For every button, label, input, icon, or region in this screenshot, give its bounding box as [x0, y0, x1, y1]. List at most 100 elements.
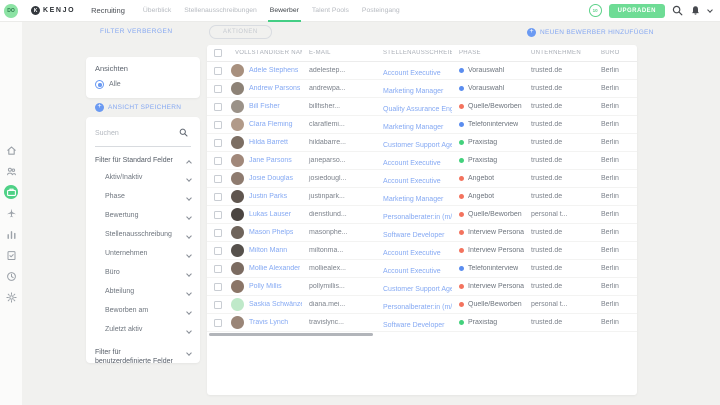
job-posting-link[interactable]: Account Executive — [383, 69, 441, 77]
job-posting-link[interactable]: Quality Assurance Engin... — [383, 105, 452, 113]
horizontal-scrollbar[interactable] — [209, 333, 373, 336]
actions-button[interactable]: AKTIONEN — [209, 25, 272, 39]
candidate-name-link[interactable]: Jane Parsons — [249, 157, 292, 164]
row-checkbox[interactable] — [213, 192, 222, 201]
candidate-name-link[interactable]: Hilda Barrett — [249, 139, 288, 146]
filter-item[interactable]: Phase — [95, 187, 192, 206]
table-header-row: VOLLSTÄNDIGER NAME E-MAIL STELLENAUSSCHR… — [207, 45, 637, 62]
candidate-name-link[interactable]: Justin Parks — [249, 193, 288, 200]
user-avatar[interactable]: DO — [4, 3, 18, 18]
candidate-name-link[interactable]: Mollie Alexander — [249, 265, 301, 272]
filter-item[interactable]: Abteilung — [95, 282, 192, 301]
row-checkbox[interactable] — [213, 228, 222, 237]
job-posting-link[interactable]: Account Executive — [383, 267, 441, 275]
candidate-name-link[interactable]: Andrew Parsons — [249, 85, 301, 92]
filter-item[interactable]: Unternehmen — [95, 244, 192, 263]
job-posting-link[interactable]: Marketing Manager — [383, 195, 444, 203]
candidate-name-link[interactable]: Bill Fisher — [249, 103, 280, 110]
notifications-bell-icon[interactable] — [690, 5, 701, 16]
select-all-checkbox[interactable] — [213, 49, 222, 57]
view-option-alle[interactable]: Alle — [95, 80, 191, 89]
row-checkbox[interactable] — [213, 66, 222, 75]
filter-item[interactable]: Aktiv/Inaktiv — [95, 168, 192, 187]
add-applicant-button[interactable]: + NEUEN BEWERBER HINZUFÜGEN — [527, 28, 654, 37]
time-off-plane-icon[interactable] — [4, 206, 18, 220]
row-checkbox[interactable] — [213, 210, 222, 219]
upgrade-button[interactable]: UPGRADEN — [608, 3, 665, 18]
column-header-job[interactable]: STELLENAUSSCHREIBUNG — [383, 50, 452, 56]
column-header-company[interactable]: UNTERNEHMEN — [531, 50, 581, 56]
standard-filter-group[interactable]: Filter für Standard Felder — [95, 156, 192, 166]
job-posting-link[interactable]: Personalberater:in (m/w/... — [383, 303, 452, 311]
candidate-name-link[interactable]: Milton Mann — [249, 247, 288, 254]
job-posting-link[interactable]: Account Executive — [383, 159, 441, 167]
job-posting-link[interactable]: Personalberater:in (m/w/... — [383, 213, 452, 221]
tab-4[interactable]: Posteingang — [361, 7, 400, 14]
trial-days-badge[interactable]: 10 — [588, 4, 602, 17]
column-header-name[interactable]: VOLLSTÄNDIGER NAME — [235, 50, 302, 56]
search-icon[interactable] — [672, 5, 683, 16]
recruiting-icon[interactable] — [4, 185, 18, 199]
candidate-name-link[interactable]: Mason Phelps — [249, 229, 294, 236]
row-checkbox[interactable] — [213, 318, 222, 327]
candidate-name-link[interactable]: Lukas Lauser — [249, 211, 292, 218]
column-header-email[interactable]: E-MAIL — [309, 50, 331, 56]
candidate-name-link[interactable]: Adele Stephens — [249, 67, 299, 74]
job-posting-link[interactable]: Account Executive — [383, 177, 441, 185]
settings-gear-icon[interactable] — [4, 290, 18, 304]
row-checkbox[interactable] — [213, 174, 222, 183]
column-header-phase[interactable]: PHASE — [459, 50, 481, 56]
job-posting-link[interactable]: Customer Support Agent — [383, 141, 452, 149]
column-header-office[interactable]: BÜRO — [601, 50, 620, 56]
filter-item[interactable]: Büro — [95, 263, 192, 282]
candidate-name-link[interactable]: Josie Douglas — [249, 175, 293, 182]
job-posting-link[interactable]: Software Developer — [383, 321, 445, 329]
row-checkbox[interactable] — [213, 102, 222, 111]
candidate-name-link[interactable]: Saskia Schwänzer — [249, 301, 302, 308]
table-row: Justin Parks justinpark... Marketing Man… — [207, 188, 637, 206]
candidate-name-link[interactable]: Clara Fleming — [249, 121, 293, 128]
tab-0[interactable]: Überblick — [142, 7, 172, 14]
table-row: Mollie Alexander molliealex... Account E… — [207, 260, 637, 278]
filter-item[interactable]: Bewertung — [95, 206, 192, 225]
tab-1[interactable]: Stellenausschreibungen — [184, 7, 257, 14]
company-cell: trusted.de — [531, 247, 563, 254]
job-posting-link[interactable]: Software Developer — [383, 231, 445, 239]
kenjo-logo[interactable]: K KENJO — [31, 6, 75, 15]
home-icon[interactable] — [4, 143, 18, 157]
row-checkbox[interactable] — [213, 156, 222, 165]
job-posting-link[interactable]: Marketing Manager — [383, 87, 444, 95]
candidate-email: diana.mei... — [309, 301, 346, 308]
tasks-clipboard-icon[interactable] — [4, 248, 18, 262]
row-checkbox[interactable] — [213, 264, 222, 273]
row-checkbox[interactable] — [213, 282, 222, 291]
filter-item[interactable]: Stellenausschreibung — [95, 225, 192, 244]
tab-3[interactable]: Talent Pools — [311, 7, 349, 14]
row-checkbox[interactable] — [213, 120, 222, 129]
brand-name: KENJO — [43, 7, 76, 14]
candidate-name-link[interactable]: Travis Lynch — [249, 319, 289, 326]
tab-2[interactable]: Bewerber — [267, 0, 301, 22]
phase-label: Vorauswahl — [468, 67, 505, 74]
attendance-clock-icon[interactable] — [4, 269, 18, 283]
candidate-email: dienstlund... — [309, 211, 347, 218]
filter-item[interactable]: Zuletzt aktiv — [95, 320, 192, 339]
company-cell: trusted.de — [531, 319, 563, 326]
job-posting-link[interactable]: Marketing Manager — [383, 123, 444, 131]
job-posting-link[interactable]: Customer Support Agent — [383, 285, 452, 293]
candidate-name-link[interactable]: Polly Millis — [249, 283, 282, 290]
row-checkbox[interactable] — [213, 84, 222, 93]
filter-item[interactable]: Beworben am — [95, 301, 192, 320]
phase-dot — [459, 230, 464, 235]
save-view-button[interactable]: + ANSICHT SPEICHERN — [95, 103, 181, 112]
row-checkbox[interactable] — [213, 300, 222, 309]
employees-icon[interactable] — [4, 164, 18, 178]
job-posting-link[interactable]: Account Executive — [383, 249, 441, 257]
custom-filter-group[interactable]: Filter für benutzerdefinierte Felder — [95, 348, 192, 366]
analytics-chart-icon[interactable] — [4, 227, 18, 241]
filter-toggle-link[interactable]: FILTER VERBERGEN — [100, 28, 173, 35]
chevron-down-icon[interactable] — [707, 6, 713, 13]
search-input[interactable] — [95, 129, 179, 137]
row-checkbox[interactable] — [213, 138, 222, 147]
row-checkbox[interactable] — [213, 246, 222, 255]
